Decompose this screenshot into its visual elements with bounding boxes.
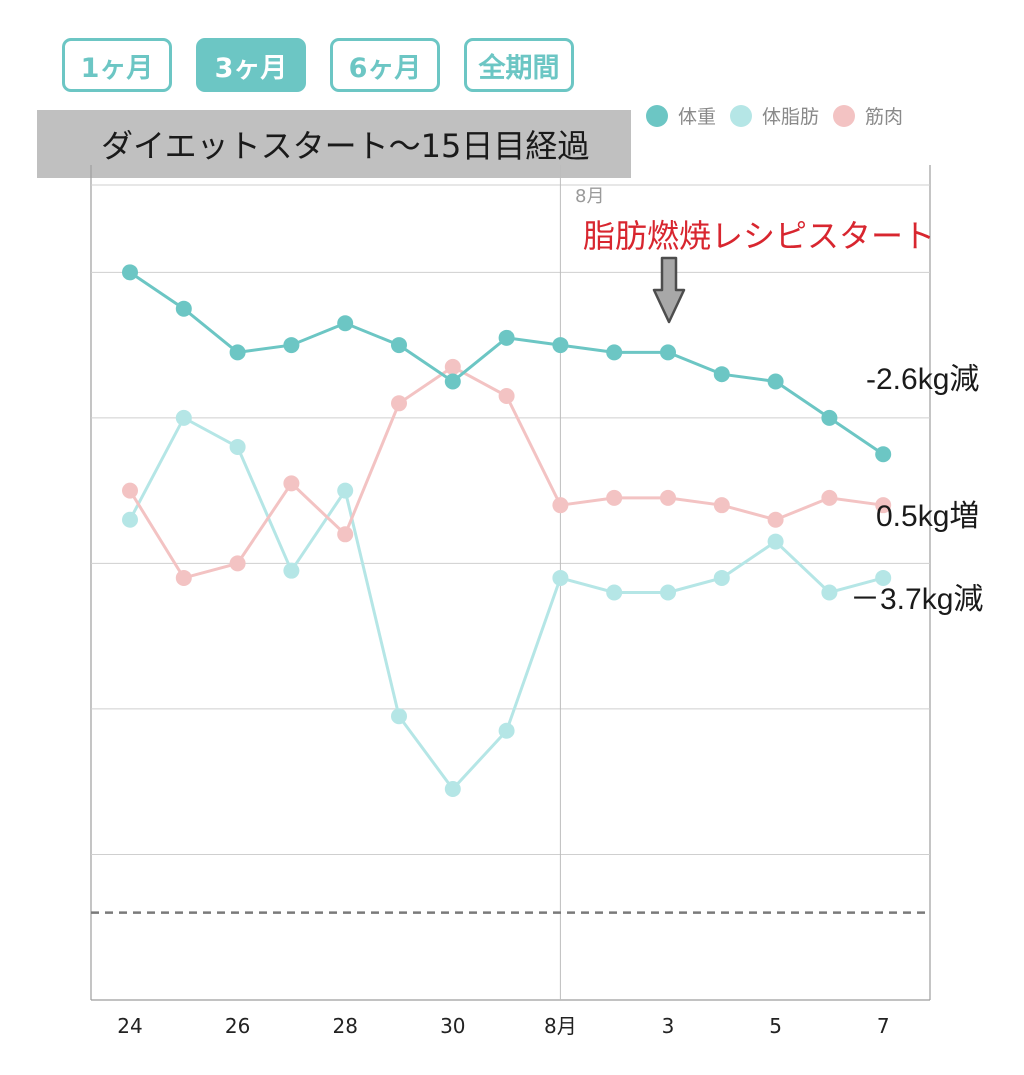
point-body-fat-24 (122, 511, 138, 528)
weight-change-label: -2.6kg減 (866, 363, 979, 396)
x-tick-label: 28 (332, 1014, 357, 1038)
x-tick-label: 3 (662, 1014, 675, 1038)
chart-legend: 体重 体脂肪 筋肉 (646, 102, 903, 129)
point-weight-4 (713, 366, 730, 383)
point-weight-29 (391, 337, 407, 354)
muscle-change-label: 0.5kg増 (876, 500, 979, 533)
point-muscle-25 (175, 569, 192, 586)
x-tick-label: 5 (769, 1014, 782, 1038)
tab-1-month[interactable]: 1ヶ月 (62, 38, 172, 92)
legend-body-fat-label: 体脂肪 (762, 106, 820, 128)
point-body-fat-31 (498, 722, 515, 739)
legend-weight-label: 体重 (678, 106, 717, 128)
point-muscle-4 (713, 497, 730, 514)
point-weight-8月 (552, 337, 569, 354)
point-muscle-26 (229, 555, 246, 572)
point-weight-28 (337, 315, 354, 332)
x-tick-label: 8月 (544, 1014, 577, 1038)
point-body-fat-29 (391, 708, 407, 725)
legend-muscle-dot-icon (833, 104, 856, 127)
point-weight-7 (875, 446, 892, 463)
point-body-fat-4 (713, 569, 730, 586)
point-muscle-31 (498, 388, 515, 405)
point-weight-30 (444, 373, 461, 390)
legend-item-muscle: 筋肉 (833, 102, 903, 129)
diet-progress-banner: ダイエットスタート〜15日目経過 (37, 110, 631, 178)
point-body-fat-6 (821, 584, 838, 601)
series-line-weight (129, 271, 885, 456)
point-body-fat-30 (444, 780, 461, 797)
fat-burning-start-annotation: 脂肪燃焼レシピスタート (583, 218, 935, 254)
point-weight-26 (229, 344, 246, 361)
point-muscle-7 (875, 497, 892, 514)
legend-muscle-label: 筋肉 (865, 106, 904, 128)
point-weight-24 (122, 264, 138, 281)
series-muscle (122, 358, 892, 586)
down-arrow-icon (652, 256, 686, 324)
x-tick-label: 26 (225, 1014, 250, 1038)
series-weight (122, 264, 892, 463)
tab-all-period[interactable]: 全期間 (464, 38, 574, 92)
point-body-fat-27 (283, 562, 300, 579)
point-weight-2 (606, 344, 623, 361)
tab-3-months[interactable]: 3ヶ月 (196, 38, 306, 92)
legend-weight-dot-icon (646, 104, 668, 127)
point-weight-27 (283, 337, 300, 354)
x-tick-label: 24 (117, 1014, 142, 1038)
point-muscle-28 (337, 526, 354, 543)
period-tabs: 1ヶ月 3ヶ月 6ヶ月 全期間 (62, 38, 574, 92)
legend-body-fat-dot-icon (730, 104, 753, 127)
point-body-fat-26 (229, 438, 246, 455)
point-muscle-30 (444, 358, 461, 375)
point-weight-6 (821, 409, 838, 426)
month-marker-label: 8月 (575, 186, 604, 207)
point-body-fat-25 (175, 409, 192, 426)
series-body-fat (122, 409, 892, 797)
point-body-fat-5 (767, 533, 784, 550)
point-body-fat-3 (660, 584, 676, 601)
point-muscle-29 (391, 395, 407, 412)
x-tick-label: 7 (877, 1014, 890, 1038)
tab-6-months[interactable]: 6ヶ月 (330, 38, 440, 92)
x-tick-label: 30 (440, 1014, 465, 1038)
point-muscle-6 (821, 489, 838, 506)
point-weight-3 (660, 344, 676, 361)
point-muscle-5 (767, 511, 784, 528)
point-muscle-2 (606, 489, 623, 506)
point-muscle-3 (660, 489, 676, 506)
legend-item-body-fat: 体脂肪 (730, 102, 819, 129)
point-weight-5 (767, 373, 784, 390)
point-body-fat-28 (337, 482, 354, 499)
point-weight-25 (175, 300, 192, 317)
point-muscle-24 (122, 482, 138, 499)
point-body-fat-8月 (552, 569, 569, 586)
point-body-fat-7 (875, 569, 892, 586)
point-muscle-8月 (552, 497, 569, 514)
body-fat-change-label: －3.7kg減 (850, 583, 983, 616)
legend-item-weight: 体重 (646, 102, 716, 129)
point-body-fat-2 (606, 584, 623, 601)
point-muscle-27 (283, 475, 300, 492)
point-weight-31 (498, 329, 515, 346)
